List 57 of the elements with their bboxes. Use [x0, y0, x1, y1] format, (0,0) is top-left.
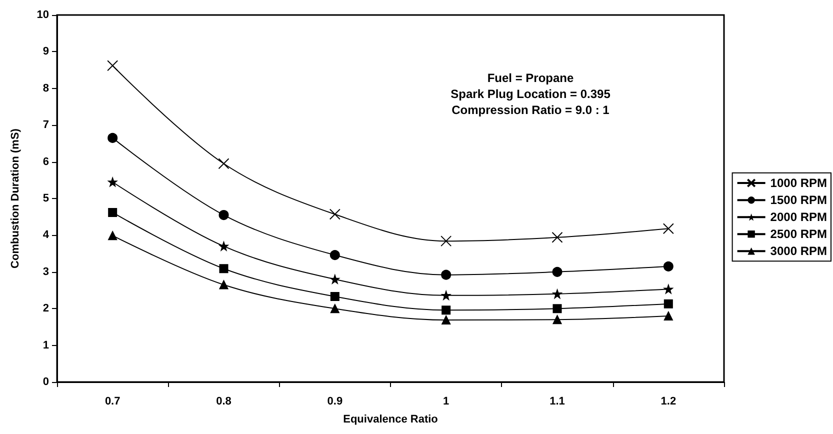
point	[330, 274, 340, 284]
y-tick-label: 4	[42, 229, 50, 242]
point	[552, 315, 562, 324]
y-tick-label: 6	[42, 156, 49, 168]
x-axis-title: Equivalence Ratio	[343, 414, 438, 426]
point	[330, 292, 340, 301]
point	[442, 290, 451, 300]
x-tick-label: 0.8	[216, 396, 232, 408]
x-tick-label: 1.1	[550, 396, 565, 408]
y-tick-label: 2	[42, 302, 49, 315]
legend-label: 1500 RPM	[770, 193, 828, 208]
point	[218, 158, 230, 170]
point	[107, 60, 118, 72]
y-tick-label: 8	[42, 82, 49, 94]
point	[108, 231, 118, 240]
point	[218, 210, 229, 220]
point	[108, 177, 118, 186]
point	[552, 289, 562, 298]
x-tick-label: 0.9	[327, 396, 343, 408]
point	[108, 208, 118, 217]
point	[663, 261, 674, 272]
point	[552, 232, 563, 243]
annotation: Spark Plug Location = 0.395	[450, 87, 611, 101]
point	[219, 280, 228, 290]
annotation: Fuel = Propane	[487, 71, 574, 85]
point	[662, 223, 674, 234]
x-tick-label: 0.7	[104, 396, 120, 408]
y-tick-label: 0	[42, 376, 49, 388]
point	[329, 208, 340, 220]
point	[552, 304, 562, 314]
point	[664, 311, 673, 320]
y-tick-label: 5	[42, 192, 49, 204]
legend-label: 2000 RPM	[770, 210, 828, 224]
point	[219, 242, 228, 251]
annotation: Compression Ratio = 9.0 : 1	[452, 103, 610, 117]
point	[108, 132, 118, 143]
legend-label: 3000 RPM	[770, 244, 828, 258]
legend-label: 2500 RPM	[770, 227, 828, 242]
point	[330, 250, 340, 260]
y-tick-label: 1	[42, 339, 49, 352]
point	[330, 304, 340, 314]
point	[442, 306, 451, 315]
y-axis-title: Combustion Duration (mS)	[10, 128, 22, 268]
y-tick-label: 9	[42, 46, 49, 58]
point	[440, 236, 452, 247]
point	[664, 299, 673, 308]
point	[552, 266, 562, 277]
point	[664, 284, 673, 294]
x-tick-label: 1.2	[660, 396, 676, 408]
point	[442, 315, 451, 324]
point	[441, 270, 452, 280]
y-tick-label: 10	[36, 9, 49, 21]
y-tick-label: 3	[42, 266, 49, 278]
legend-label: 1000 RPM	[770, 176, 828, 190]
y-tick-label: 7	[42, 119, 49, 132]
point	[219, 264, 228, 274]
x-tick-label: 1	[443, 396, 450, 408]
